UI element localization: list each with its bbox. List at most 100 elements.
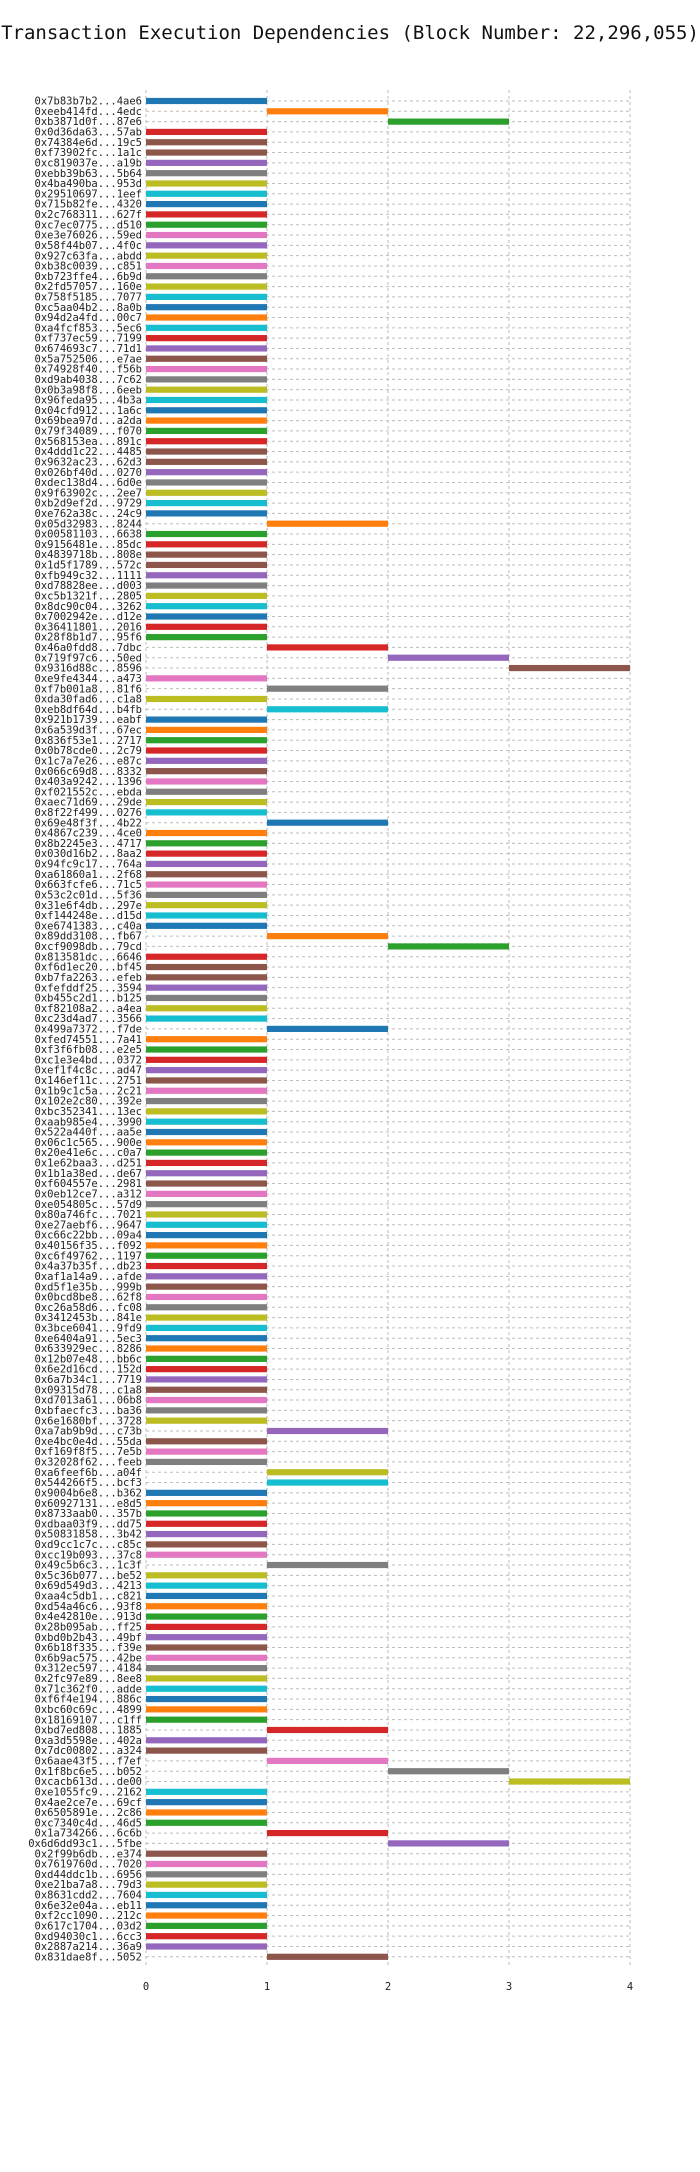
transaction-bar (146, 1190, 267, 1197)
y-tick-label: 0x28b095ab...ff25 (35, 1621, 142, 1633)
transaction-bar (388, 118, 509, 125)
y-tick-label: 0xd44ddc1b...6956 (35, 1869, 142, 1881)
transaction-bar (146, 139, 267, 146)
transaction-bar (146, 1551, 267, 1558)
transaction-bar (146, 953, 267, 960)
transaction-bar (146, 1324, 267, 1331)
transaction-bar (146, 1067, 267, 1074)
transaction-bar (509, 1778, 630, 1785)
y-tick-label: 0xebb39b63...5b64 (35, 168, 142, 180)
transaction-bar (146, 592, 267, 599)
transaction-bar (146, 716, 267, 723)
y-tick-label: 0xb723ffe4...6b9d (35, 271, 142, 283)
y-tick-label: 0x80a746fc...7021 (35, 1209, 142, 1221)
transaction-bar (146, 190, 267, 197)
chart-title: Transaction Execution Dependencies (Bloc… (1, 22, 699, 44)
transaction-bar (146, 231, 267, 239)
y-tick-label: 0xc819037e...a19b (35, 157, 142, 169)
y-tick-label: 0x18169107...c1ff (35, 1714, 142, 1726)
y-tick-label: 0x69e48f3f...4b22 (35, 817, 142, 829)
y-tick-label: 0x1e62baa3...d251 (35, 1158, 142, 1170)
transaction-bar (146, 840, 267, 847)
y-tick-label: 0xb2d9ef2d...9729 (35, 498, 142, 510)
transaction-bar (146, 561, 267, 569)
transaction-bar (146, 1005, 267, 1012)
y-tick-label: 0x8733aab0...357b (35, 1508, 142, 1520)
y-tick-label: 0x617c1704...03d2 (35, 1920, 142, 1932)
y-tick-label: 0xfefddf25...3594 (35, 982, 142, 994)
transaction-bar (146, 324, 267, 331)
y-tick-label: 0x8f22f499...0276 (35, 807, 142, 819)
transaction-bar (146, 695, 267, 703)
y-tick-label: 0x12b07e48...bb6c (35, 1353, 142, 1365)
y-tick-label: 0x06c1c565...900e (35, 1137, 142, 1149)
y-tick-label: 0xbd0b2b43...49bf (35, 1632, 142, 1644)
transaction-bar (146, 314, 267, 321)
y-tick-label: 0xc26a58d6...fc08 (35, 1302, 142, 1314)
transaction-bar (146, 1407, 267, 1414)
y-tick-label: 0xc7340c4d...46d5 (35, 1817, 142, 1829)
transaction-bar (146, 829, 267, 837)
y-tick-label: 0x7002942e...d12e (35, 611, 142, 623)
transaction-bar (146, 747, 267, 754)
transaction-bar (146, 510, 267, 517)
y-tick-label: 0x2887a214...36a9 (35, 1941, 142, 1953)
transaction-bar (146, 1036, 267, 1043)
transaction-bar (146, 922, 267, 929)
y-tick-label: 0xf82108a2...a4ea (35, 1003, 142, 1015)
transaction-bar (146, 1572, 267, 1579)
y-tick-label: 0x3bce6041...9fd9 (35, 1322, 142, 1334)
y-tick-label: 0xdbaa03f9...dd75 (35, 1518, 142, 1530)
transaction-bar (146, 355, 267, 362)
y-tick-label: 0xd54a46c6...93f8 (35, 1601, 142, 1613)
transaction-bar (146, 1139, 267, 1146)
transaction-bar (146, 1118, 267, 1125)
transaction-bar (267, 1561, 388, 1569)
y-tick-label: 0x28f8b1d7...95f6 (35, 632, 142, 644)
transaction-bar (146, 1438, 267, 1445)
y-tick-label: 0x9316d88c...8596 (35, 663, 142, 675)
transaction-bar (146, 1293, 267, 1301)
y-tick-label: 0x0eb12ce7...a312 (35, 1188, 142, 1200)
transaction-bar (146, 871, 267, 878)
transaction-bar (146, 417, 267, 424)
transaction-bar (146, 345, 267, 352)
transaction-bar (146, 1500, 267, 1507)
y-tick-label: 0x719f97c6...50ed (35, 652, 142, 664)
transaction-bar (146, 376, 267, 383)
y-tick-label: 0xeeb414fd...4edc (35, 106, 142, 118)
y-tick-label: 0xcf9098db...79cd (35, 941, 142, 953)
transaction-bar (146, 386, 267, 393)
y-tick-label: 0xbfaecfc3...ba36 (35, 1405, 142, 1417)
y-tick-label: 0x4839718b...808e (35, 549, 142, 561)
y-tick-label: 0x7dc00802...a324 (35, 1745, 142, 1757)
transaction-bar (146, 1304, 267, 1311)
transaction-bar (146, 881, 267, 888)
x-tick-label: 4 (627, 1981, 633, 1993)
transaction-bar (146, 1943, 267, 1950)
transaction-bar (267, 1953, 388, 1960)
transaction-bar (146, 293, 267, 300)
transaction-bar (146, 788, 267, 795)
transaction-bar (146, 1262, 267, 1270)
transaction-bar (146, 1922, 267, 1929)
y-tick-label: 0xda30fad6...c1a8 (35, 694, 142, 706)
y-tick-label: 0xf169f8f5...7e5b (35, 1446, 142, 1458)
x-tick-label: 1 (264, 1981, 270, 1993)
transaction-bar (146, 1695, 267, 1703)
transaction-bar (146, 1716, 267, 1723)
y-tick-label: 0x74928f40...f56b (35, 364, 142, 376)
transaction-bar (146, 438, 267, 445)
transaction-bar (146, 448, 267, 455)
y-tick-label: 0xe3e76026...59ed (35, 230, 142, 242)
y-tick-label: 0x4867c239...4ce0 (35, 828, 142, 840)
y-tick-label: 0xa6feef6b...a04f (35, 1467, 142, 1479)
y-tick-label: 0xe6404a91...5ec3 (35, 1333, 142, 1345)
transaction-bar (267, 1757, 388, 1765)
y-tick-label: 0x3412453b...841e (35, 1312, 142, 1324)
y-tick-label: 0x6a7b34c1...7719 (35, 1374, 142, 1386)
y-tick-label: 0x4ddd1c22...4485 (35, 446, 142, 458)
y-tick-label: 0xf3f6fb08...e2e5 (35, 1044, 142, 1056)
transaction-bar (146, 1458, 267, 1466)
